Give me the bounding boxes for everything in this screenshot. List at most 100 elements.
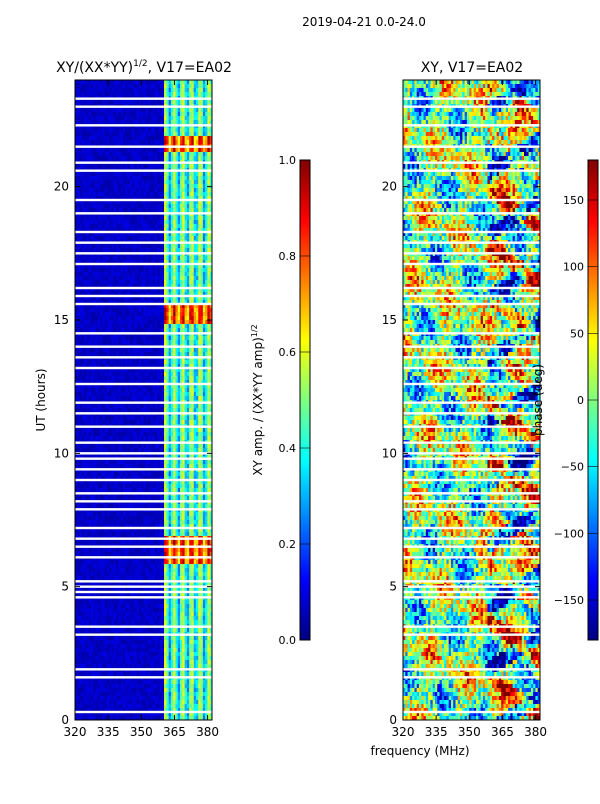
heatmap-cell [207,152,211,157]
heatmap-cell [205,388,208,393]
heatmap-cell [111,296,115,301]
heatmap-cell [129,352,133,357]
heatmap-cell [164,328,167,333]
heatmap-cell [75,220,78,225]
heatmap-cell [86,128,90,133]
heatmap-cell [200,84,204,89]
heatmap-cell [175,228,179,233]
heatmap-cell [164,136,167,141]
heatmap-cell [202,340,206,345]
heatmap-cell [79,280,83,285]
heatmap-cell [182,264,185,269]
heatmap-cell [132,364,135,369]
heatmap-cell [150,156,154,161]
heatmap-cell [202,320,206,325]
heatmap-cell [113,116,117,121]
heatmap-cell [109,136,112,141]
heatmap-cell [189,220,192,225]
heatmap-cell [143,348,147,353]
heatmap-cell [164,268,167,273]
heatmap-cell [148,304,151,309]
heatmap-cell [136,120,140,125]
heatmap-cell [109,216,112,221]
heatmap-cell [75,336,78,341]
heatmap-cell [106,316,110,321]
heatmap-cell [132,92,135,97]
heatmap-cell [205,364,208,369]
heatmap-cell [159,188,163,193]
heatmap-cell [100,296,103,301]
heatmap-cell [138,156,142,161]
heatmap-cell [122,336,126,341]
heatmap-cell [168,140,172,145]
heatmap-cell [182,172,185,177]
heatmap-cell [193,236,197,241]
heatmap-cell [106,384,110,389]
heatmap-cell [173,216,176,221]
heatmap-cell [111,180,115,185]
heatmap-cell [186,304,190,309]
heatmap-cell [177,372,181,377]
heatmap-cell [104,336,108,341]
heatmap-cell [193,384,197,389]
heatmap-cell [152,172,156,177]
heatmap-cell [75,108,78,113]
heatmap-cell [81,192,85,197]
heatmap-cell [164,248,167,253]
heatmap-cell [154,352,158,357]
heatmap-cell [104,396,108,401]
heatmap-cell [109,188,112,193]
heatmap-cell [111,360,115,365]
heatmap-cell [84,372,87,377]
heatmap-cell [207,128,211,133]
heatmap-cell [186,88,190,93]
heatmap-cell [209,388,212,393]
heatmap-cell [196,308,199,313]
heatmap-cell [145,296,149,301]
heatmap-cell [145,188,149,193]
heatmap-cell [143,272,147,277]
heatmap-cell [198,340,201,345]
heatmap-cell [122,376,126,381]
heatmap-cell [145,132,149,137]
heatmap-cell [157,392,160,397]
heatmap-cell [196,336,199,341]
heatmap-cell [81,272,85,277]
heatmap-cell [134,192,138,197]
heatmap-cell [86,180,90,185]
heatmap-cell [154,152,158,157]
heatmap-cell [175,272,179,277]
heatmap-cell [95,84,99,89]
heatmap-cell [166,108,170,113]
heatmap-cell [104,216,108,221]
heatmap-cell [90,164,94,169]
heatmap-cell [152,292,156,297]
heatmap-cell [161,300,165,305]
heatmap-cell [186,192,190,197]
heatmap-cell [207,308,211,313]
heatmap-cell [198,184,201,189]
heatmap-cell [77,348,80,353]
heatmap-cell [81,364,85,369]
heatmap-cell [141,176,144,181]
heatmap-cell [173,408,176,413]
heatmap-cell [150,372,154,377]
heatmap-cell [125,320,128,325]
heatmap-cell [95,368,99,373]
heatmap-cell [102,248,106,253]
heatmap-cell [164,376,167,381]
heatmap-cell [173,180,176,185]
heatmap-cell [129,236,133,241]
heatmap-cell [184,376,188,381]
heatmap-cell [182,92,185,97]
heatmap-cell [84,308,87,313]
heatmap-cell [168,180,172,185]
heatmap-cell [145,116,149,121]
heatmap-cell [75,256,78,261]
heatmap-cell [205,248,208,253]
heatmap-cell [86,208,90,213]
heatmap-cell [81,368,85,373]
heatmap-cell [170,216,174,221]
heatmap-cell [102,380,106,385]
heatmap-cell [97,244,101,249]
